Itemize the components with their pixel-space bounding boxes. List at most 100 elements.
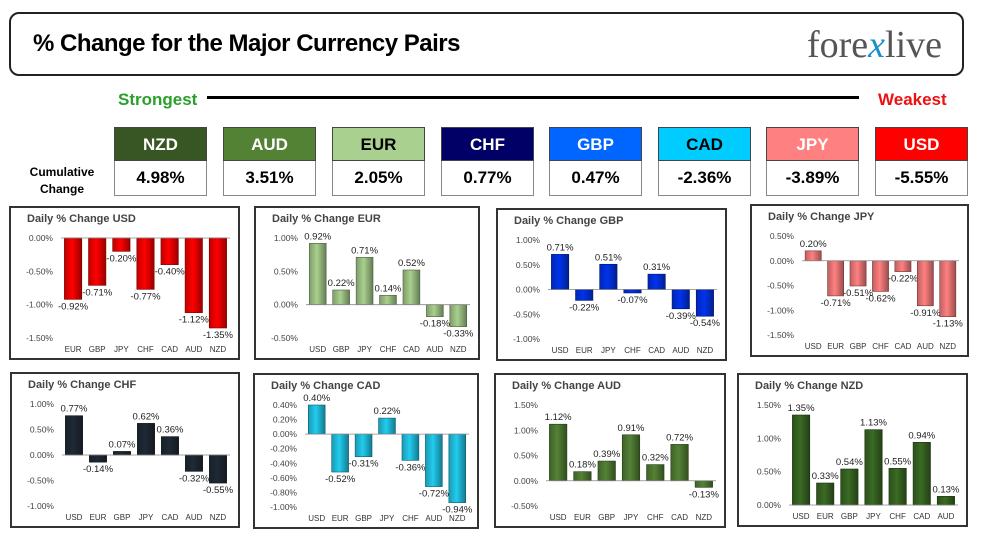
bar-aud — [185, 454, 203, 472]
y-tick-label: -0.50% — [513, 309, 540, 319]
chart-title: Daily % Change EUR — [272, 213, 381, 225]
x-tick-label: AUD — [937, 512, 954, 521]
data-label: 0.71% — [547, 242, 574, 253]
y-tick-label: 0.50% — [274, 266, 299, 276]
tile-currency-name: NZD — [114, 127, 207, 161]
chart-title: Daily % Change JPY — [768, 211, 875, 223]
bar-gbp — [849, 260, 867, 287]
x-tick-label: USD — [552, 346, 569, 355]
data-label: 0.13% — [932, 484, 959, 495]
bar-eur — [816, 482, 835, 506]
y-tick-label: -1.00% — [767, 305, 794, 315]
data-label: -0.54% — [690, 318, 721, 329]
data-label: -0.14% — [83, 464, 114, 475]
chart-panel-cad: Daily % Change CAD 0.40% 0.20% 0.00% -0.20%… — [253, 373, 479, 529]
chart-panel-aud: Daily % Change AUD 1.50% 1.00% 0.50% 0.00% -… — [494, 373, 726, 528]
x-tick-label: EUR — [574, 513, 591, 522]
y-tick-label: 0.00% — [757, 500, 782, 510]
tile-currency-name: CAD — [658, 127, 751, 161]
bar-eur — [64, 237, 83, 300]
data-label: 0.62% — [133, 411, 160, 422]
bar-chf — [623, 289, 642, 294]
tile-jpy: JPY -3.89% — [766, 127, 859, 197]
x-tick-label: NZD — [210, 513, 227, 522]
bar-nzd — [939, 260, 957, 317]
x-tick-label: EUR — [332, 514, 349, 523]
bar-gbp — [354, 433, 373, 458]
data-label: -0.77% — [130, 291, 161, 302]
bar-eur — [331, 433, 349, 473]
chart-title: Daily % Change USD — [27, 213, 136, 225]
bar-chf — [401, 433, 420, 461]
x-tick-label: JPY — [114, 345, 129, 354]
y-tick-label: 0.00% — [516, 285, 541, 295]
x-tick-label: NZD — [210, 345, 227, 354]
x-tick-label: USD — [805, 342, 822, 351]
bar-aud — [184, 237, 203, 313]
tile-nzd: NZD 4.98% — [114, 127, 207, 197]
bar-usd — [307, 404, 326, 435]
x-tick-label: GBP — [89, 345, 106, 354]
chart-panel-jpy: Daily % Change JPY 0.50% 0.00% -0.50% -1.00… — [750, 204, 969, 357]
bar-nzd — [209, 454, 227, 484]
x-tick-label: CAD — [403, 345, 420, 354]
bar-jpy — [355, 257, 374, 305]
strongest-label: Strongest — [118, 90, 198, 109]
bar-chf — [888, 468, 907, 506]
x-tick-label: CHF — [137, 345, 154, 354]
y-tick-label: 0.50% — [514, 451, 539, 461]
y-tick-label: -0.50% — [271, 333, 298, 343]
tile-usd: USD -5.55% — [875, 127, 968, 197]
x-tick-label: EUR — [90, 513, 107, 522]
bar-chart-jpy: 0.50% 0.00% -0.50% -1.00% -1.50% 0.20% USD -0.7… — [767, 231, 963, 351]
x-tick-label: EUR — [827, 342, 844, 351]
y-tick-label: 0.50% — [516, 260, 541, 270]
tile-cumulative-value: 2.05% — [332, 161, 425, 196]
x-tick-label: CHF — [872, 342, 889, 351]
x-tick-label: EUR — [65, 345, 82, 354]
y-tick-label: 0.50% — [757, 467, 782, 477]
data-label: 0.31% — [643, 262, 670, 273]
chart-panel-eur: Daily % Change EUR 1.00% 0.50% 0.00% -0.50%… — [254, 206, 480, 360]
bar-jpy — [621, 434, 641, 482]
chart-panel-chf: Daily % Change CHF 1.00% 0.50% 0.00% -0.50%… — [10, 372, 240, 528]
y-tick-label: 1.00% — [757, 433, 782, 443]
chart-title: Daily % Change CAD — [271, 380, 381, 392]
data-label: 0.14% — [375, 283, 402, 294]
data-label: -0.22% — [888, 274, 919, 285]
data-label: 0.40% — [303, 393, 330, 404]
data-label: -0.36% — [395, 462, 426, 473]
y-tick-label: 1.00% — [274, 233, 299, 243]
data-label: -0.39% — [666, 311, 697, 322]
bar-chart-gbp: 1.00% 0.50% 0.00% -0.50% -1.00% 0.71% USD -0.22… — [513, 235, 721, 355]
data-label: 0.20% — [800, 239, 827, 250]
bar-jpy — [112, 237, 131, 252]
x-tick-label: NZD — [697, 346, 714, 355]
x-tick-label: CAD — [894, 342, 911, 351]
data-label: 0.32% — [642, 453, 669, 464]
data-label: -0.13% — [689, 489, 720, 500]
x-tick-label: CHF — [380, 345, 397, 354]
bar-gbp — [332, 289, 350, 305]
y-tick-label: -1.00% — [27, 501, 54, 511]
x-tick-label: GBP — [114, 513, 131, 522]
bar-gbp — [597, 460, 616, 482]
data-label: 1.13% — [860, 418, 887, 429]
bar-chart-aud: 1.50% 1.00% 0.50% 0.00% -0.50% 1.12% USD 0.18% E… — [511, 400, 720, 522]
bar-usd — [551, 254, 570, 290]
bar-cad — [402, 269, 421, 305]
y-tick-label: -0.50% — [767, 281, 794, 291]
bar-nzd — [694, 480, 713, 488]
x-tick-label: EUR — [576, 346, 593, 355]
x-tick-label: JPY — [380, 514, 395, 523]
bar-cad — [647, 273, 666, 290]
chart-title: Daily % Change AUD — [512, 380, 622, 392]
bar-jpy — [864, 429, 883, 506]
data-label: -0.31% — [349, 459, 380, 470]
data-label: -0.40% — [155, 267, 186, 278]
bar-usd — [65, 415, 83, 456]
ranking-divider — [207, 96, 859, 99]
bar-chart-cad: 0.40% 0.20% 0.00% -0.20% -0.40% -0.60% -0.80% -… — [270, 393, 473, 523]
bar-chf — [379, 295, 397, 305]
x-tick-label: NZD — [449, 514, 466, 523]
